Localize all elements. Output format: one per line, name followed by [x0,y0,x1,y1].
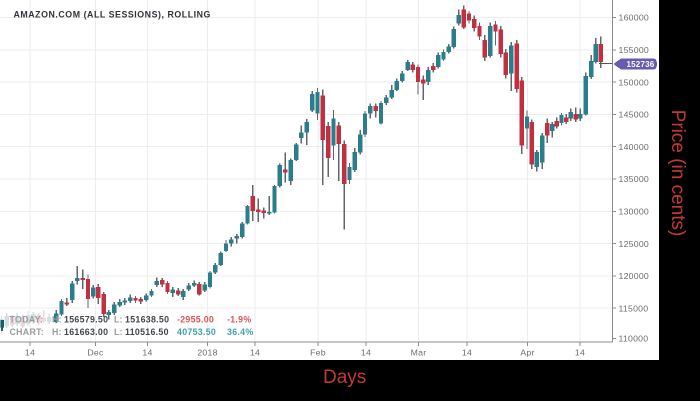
svg-text:CHART:: CHART: [10,327,45,337]
svg-text:140000: 140000 [619,142,650,152]
svg-text:Dec: Dec [87,348,104,358]
svg-text:14: 14 [142,348,152,358]
svg-text:-2955.00: -2955.00 [177,314,214,324]
svg-text:155000: 155000 [619,45,650,55]
svg-text:14: 14 [250,348,260,358]
svg-text:-1.9%: -1.9% [227,314,251,324]
svg-text:14: 14 [462,348,472,358]
svg-text:2018: 2018 [197,348,217,358]
svg-text:125000: 125000 [619,239,650,249]
svg-text:H:: H: [52,327,62,337]
svg-text:135000: 135000 [619,174,650,184]
svg-text:14: 14 [361,348,371,358]
svg-text:160000: 160000 [619,13,650,23]
svg-text:115000: 115000 [619,303,649,313]
svg-text:156579.50: 156579.50 [64,314,108,324]
svg-text:Feb: Feb [310,348,326,358]
svg-text:151638.50: 151638.50 [125,314,169,324]
svg-text:L:: L: [114,327,123,337]
svg-text:H:: H: [52,314,62,324]
svg-text:AMAZON.COM (ALL SESSIONS), ROL: AMAZON.COM (ALL SESSIONS), ROLLING [14,9,211,19]
svg-text:TODAY:: TODAY: [10,314,44,324]
svg-text:152736: 152736 [627,60,655,69]
svg-text:40753.50: 40753.50 [177,327,216,337]
svg-text:14: 14 [25,348,35,358]
svg-text:150000: 150000 [619,77,650,87]
svg-text:161663.00: 161663.00 [64,327,108,337]
svg-text:Apr: Apr [520,348,534,358]
svg-text:Mar: Mar [411,348,427,358]
svg-text:36.4%: 36.4% [227,327,253,337]
svg-text:145000: 145000 [619,110,650,120]
svg-text:110000: 110000 [619,334,649,344]
svg-text:110516.50: 110516.50 [125,327,169,337]
svg-text:120000: 120000 [619,271,650,281]
svg-text:L:: L: [114,314,123,324]
svg-text:14: 14 [575,348,585,358]
svg-text:130000: 130000 [619,207,650,217]
